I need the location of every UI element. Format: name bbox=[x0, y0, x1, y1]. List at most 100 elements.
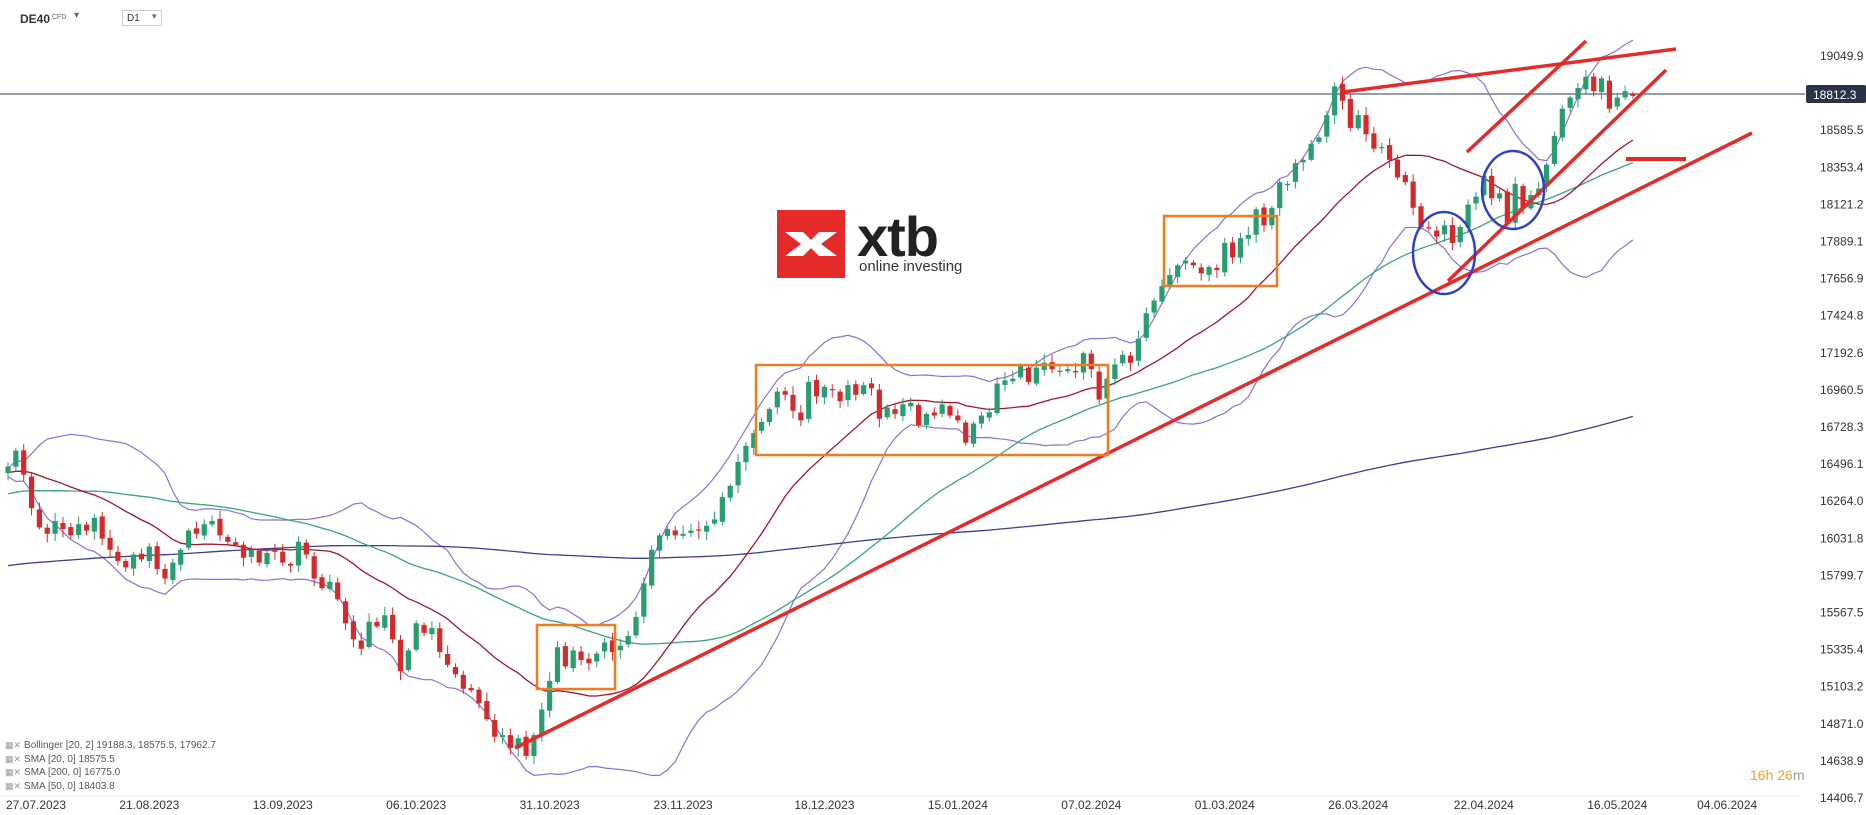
candle-body bbox=[554, 647, 561, 683]
candle-body bbox=[366, 621, 372, 647]
candle-body bbox=[1379, 147, 1385, 149]
x-tick-label: 22.04.2024 bbox=[1454, 798, 1514, 812]
candle-body bbox=[1292, 163, 1298, 182]
candle-body bbox=[845, 385, 851, 401]
legend-row[interactable]: ▦✕ Bollinger [20, 2] 19188.3, 18575.5, 17… bbox=[5, 740, 216, 751]
candle-body bbox=[1551, 135, 1558, 164]
candle-body bbox=[1065, 369, 1071, 372]
candle-body bbox=[861, 385, 867, 394]
candle-body bbox=[36, 509, 42, 528]
moving-averages bbox=[7, 139, 1634, 697]
main-uptrend-line bbox=[514, 131, 1753, 750]
y-tick-label: 18585.5 bbox=[1820, 123, 1864, 137]
candle-body bbox=[248, 549, 254, 557]
x-tick-label: 06.10.2023 bbox=[386, 798, 446, 812]
symbol-dropdown-icon[interactable]: ▾ bbox=[74, 10, 80, 21]
bollinger-bands bbox=[7, 39, 1634, 777]
y-axis: 19049.9 18585.5 18353.4 18121.2 17889.1 17656… bbox=[1820, 49, 1864, 805]
candle-body bbox=[1041, 362, 1047, 370]
candle-body bbox=[60, 523, 66, 529]
candle-body bbox=[939, 404, 945, 414]
candle-countdown: 16h 26m bbox=[1750, 767, 1805, 783]
candle-body bbox=[1151, 300, 1157, 313]
candle-body bbox=[1222, 242, 1228, 273]
candle-body bbox=[680, 533, 686, 536]
consolidation-box-1 bbox=[535, 623, 617, 691]
candle-body bbox=[1355, 115, 1361, 129]
y-tick-label: 16728.3 bbox=[1820, 420, 1864, 434]
candle-body bbox=[21, 450, 27, 475]
candle-body bbox=[123, 560, 129, 568]
candle-body bbox=[405, 650, 411, 670]
candle-body bbox=[1410, 181, 1416, 208]
symbol-label[interactable]: DE40 bbox=[20, 12, 51, 26]
indicator-legend: ▦✕ Bollinger [20, 2] 19188.3, 18575.5, 17… bbox=[5, 739, 216, 793]
candle-body bbox=[1473, 196, 1479, 204]
indicator-icon: ▦✕ bbox=[5, 767, 22, 777]
candle-body bbox=[1402, 175, 1408, 183]
candle-body bbox=[1583, 76, 1589, 90]
candle-body bbox=[1457, 226, 1463, 243]
chart-toolbar: DE40 CFD ▾ D1 ▾ bbox=[0, 0, 400, 40]
candle-body bbox=[766, 409, 773, 423]
candle-body bbox=[947, 406, 953, 416]
bollinger-lower bbox=[7, 226, 1634, 777]
candle-body bbox=[138, 553, 145, 560]
candle-body bbox=[1465, 204, 1471, 228]
y-tick-label: 16031.8 bbox=[1820, 531, 1864, 545]
candle-body bbox=[476, 689, 482, 704]
candle-body bbox=[916, 405, 922, 426]
candle-body bbox=[209, 520, 215, 525]
timeframe-dropdown-icon[interactable]: ▾ bbox=[152, 11, 157, 21]
candle-body bbox=[1363, 115, 1369, 135]
candle-body bbox=[908, 402, 914, 407]
candle-body bbox=[193, 528, 199, 534]
candle-body bbox=[1237, 238, 1244, 258]
x-tick-label: 23.11.2023 bbox=[654, 798, 713, 812]
candle-body bbox=[970, 423, 977, 444]
timeframe-select[interactable]: D1 bbox=[122, 10, 162, 26]
candle-body bbox=[146, 546, 152, 561]
candle-body bbox=[1567, 97, 1573, 108]
candle-body bbox=[868, 383, 875, 389]
symbol-type: CFD bbox=[52, 14, 67, 21]
legend-row[interactable]: ▦✕ SMA [50, 0] 18403.8 bbox=[5, 780, 115, 792]
candle-body bbox=[68, 527, 74, 536]
legend-row[interactable]: ▦✕ SMA [20, 0] 18575.5 bbox=[5, 753, 115, 765]
candle-body bbox=[468, 687, 474, 691]
candlesticks bbox=[5, 69, 1636, 765]
candle-body bbox=[1339, 84, 1346, 101]
candle-body bbox=[445, 653, 451, 665]
candle-body bbox=[649, 549, 655, 586]
x-tick-label: 16.05.2024 bbox=[1587, 798, 1647, 812]
candle-body bbox=[1449, 225, 1455, 243]
logo-tagline: online investing bbox=[859, 258, 963, 275]
candle-body bbox=[1598, 78, 1605, 93]
candle-body bbox=[225, 536, 231, 542]
candle-body bbox=[1073, 371, 1079, 373]
candle-body bbox=[131, 554, 137, 569]
candle-body bbox=[1214, 267, 1220, 271]
candle-body bbox=[586, 658, 592, 664]
indicator-icon: ▦✕ bbox=[5, 740, 22, 750]
candle-body bbox=[1300, 159, 1306, 163]
candle-body bbox=[413, 623, 419, 650]
candle-body bbox=[115, 551, 121, 561]
y-tick-label: 17656.9 bbox=[1820, 272, 1864, 286]
candle-body bbox=[1253, 209, 1259, 235]
x-axis: 27.07.2023 21.08.2023 13.09.2023 06.10.2023… bbox=[0, 795, 1800, 812]
candle-body bbox=[319, 577, 325, 589]
sma-200-line bbox=[7, 415, 1634, 567]
candle-body bbox=[1127, 355, 1134, 363]
sma-20-line bbox=[7, 139, 1634, 697]
candle-body bbox=[1206, 266, 1212, 275]
candle-body bbox=[1512, 183, 1518, 223]
candle-body bbox=[185, 530, 192, 548]
candle-body bbox=[1426, 227, 1432, 229]
candle-body bbox=[5, 466, 11, 474]
candle-body bbox=[1096, 371, 1102, 400]
candle-body bbox=[955, 415, 961, 421]
legend-row[interactable]: ▦✕ SMA [200, 0] 16775.0 bbox=[5, 767, 121, 778]
annotations bbox=[514, 39, 1753, 750]
